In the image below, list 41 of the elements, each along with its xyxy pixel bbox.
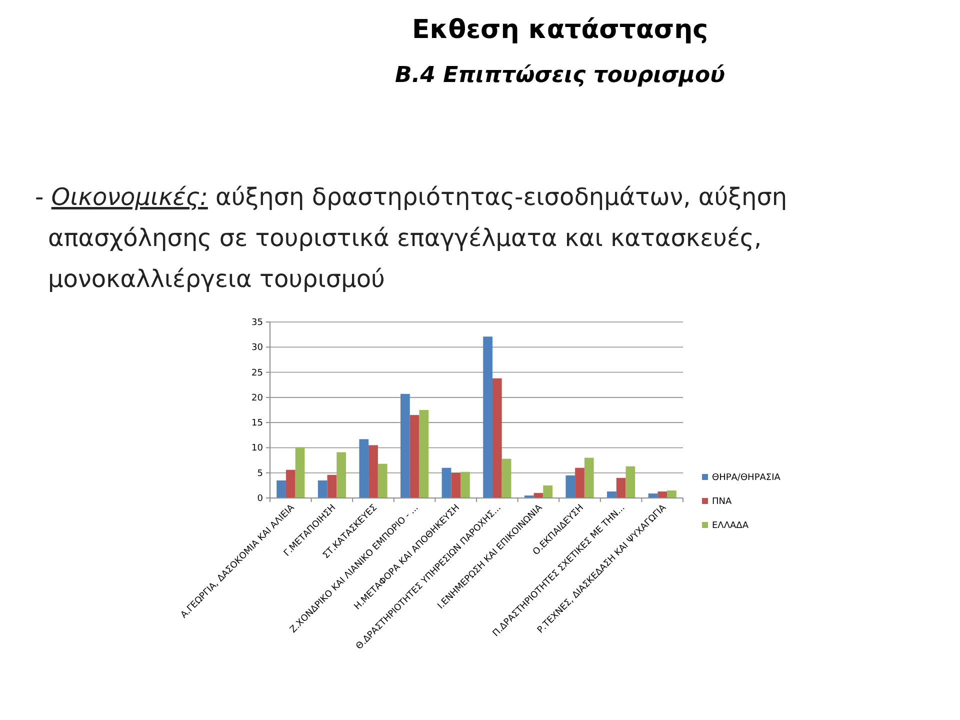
bar <box>400 394 410 498</box>
bar <box>368 445 378 498</box>
bar <box>318 480 328 498</box>
bar <box>442 468 452 498</box>
y-tick-label: 20 <box>252 393 264 404</box>
bar <box>286 470 296 498</box>
bar <box>295 447 305 498</box>
bar <box>492 378 502 498</box>
bar <box>359 439 369 498</box>
bar <box>543 485 552 498</box>
bar <box>584 458 594 498</box>
text: - Οικονομικές: αύξηση δραστηριότητας-εισοδημάτων, αύξηση απασχόλησης σε τουριστικά επαγγέλματα και κατασκευές, μονοκαλλιέργεια τουρισμού <box>35 183 788 293</box>
bar <box>336 452 346 498</box>
legend-label: ΘΗΡΑ/ΘΗΡΑΣΙΑ <box>712 473 782 483</box>
legend-label: ΠΝΑ <box>712 497 732 507</box>
bar <box>626 466 636 498</box>
bar <box>276 480 286 498</box>
y-tick-label: 10 <box>252 444 264 454</box>
y-tick-label: 30 <box>252 343 264 354</box>
chart-subtitle: Β.4 Επιπτώσεις τουρισμού <box>395 63 726 88</box>
bar <box>327 474 337 498</box>
bar <box>451 472 461 498</box>
bar <box>502 458 512 498</box>
bar <box>566 475 576 498</box>
legend-label: ΕΛΛΑΔΑ <box>712 521 750 531</box>
y-tick-label: 25 <box>252 368 263 378</box>
bar <box>460 472 470 498</box>
bar <box>410 415 420 498</box>
chart-title: Εκθεση κατάστασης <box>412 15 708 45</box>
y-tick-label: 5 <box>257 468 263 479</box>
y-tick-label: 35 <box>252 318 263 328</box>
bar <box>378 464 388 498</box>
bar <box>607 491 616 498</box>
bar <box>419 410 429 498</box>
bar <box>658 491 668 498</box>
y-tick-label: 15 <box>252 418 263 429</box>
bar <box>616 478 626 498</box>
bar <box>483 336 492 498</box>
bar <box>667 490 676 498</box>
y-tick-label: 0 <box>257 494 264 504</box>
bar <box>575 468 584 498</box>
